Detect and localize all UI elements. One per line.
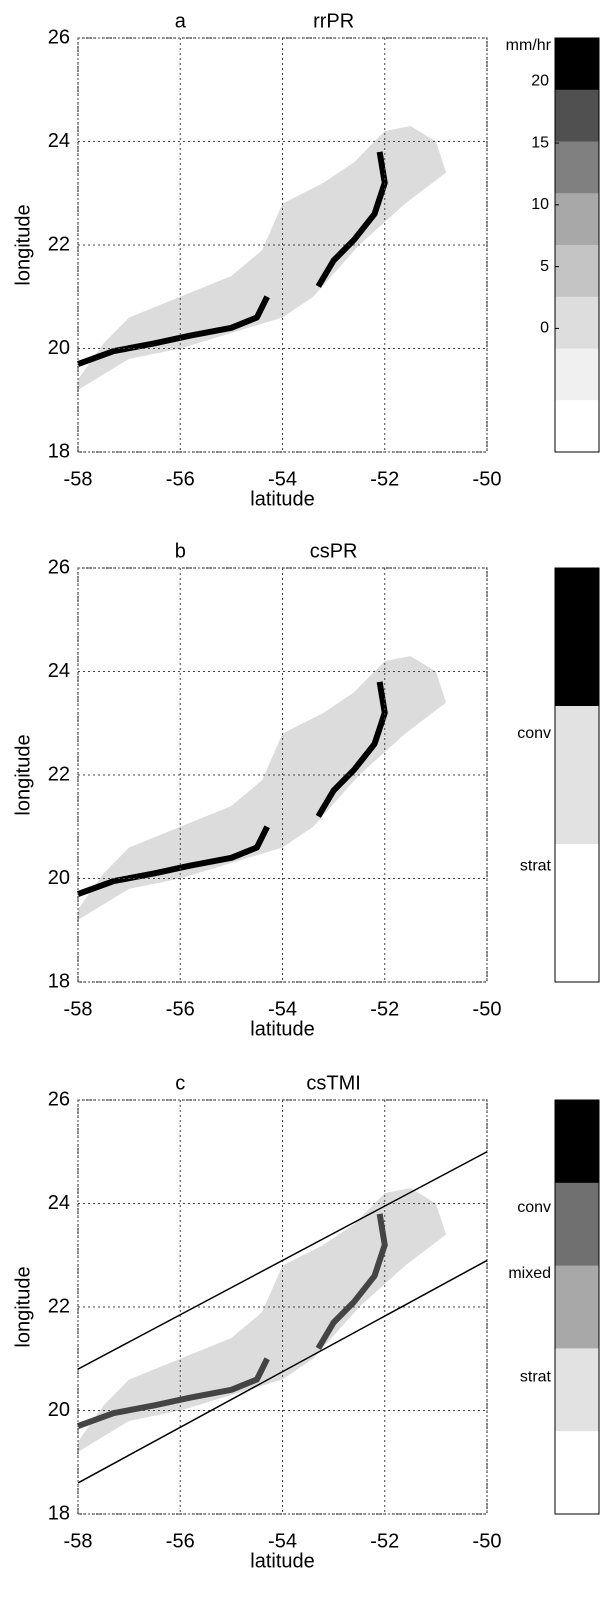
colorbar-label: mixed [508, 1265, 551, 1282]
colorbar-band [555, 1348, 599, 1432]
rain-core [76, 825, 270, 897]
x-tick-label: -50 [473, 468, 502, 490]
colorbar-band [555, 844, 599, 983]
rain-core [315, 1213, 388, 1350]
y-tick-label: 20 [48, 867, 70, 889]
panel-title: csTMI [306, 1072, 360, 1094]
y-axis-label: longitude [12, 1266, 34, 1347]
x-tick-label: -58 [64, 1530, 93, 1552]
colorbar-band [555, 193, 599, 246]
rain-core [315, 151, 388, 288]
colorbar-band [555, 1265, 599, 1349]
colorbar-band [555, 141, 599, 194]
colorbar-band [555, 1182, 599, 1267]
x-tick-label: -54 [268, 1530, 297, 1552]
colorbar-frame [554, 567, 600, 983]
y-tick-label: 18 [48, 970, 70, 992]
x-axis-label: latitude [250, 1018, 315, 1040]
panel-letter: b [175, 540, 186, 562]
x-axis-label: latitude [250, 488, 315, 510]
x-tick-label: -54 [268, 998, 297, 1020]
y-tick-label: 26 [48, 26, 70, 48]
colorbar-band [555, 1431, 599, 1515]
x-tick-label: -52 [370, 998, 399, 1020]
y-tick-label: 26 [48, 1088, 70, 1110]
rain-core [315, 681, 388, 818]
panel-letter: c [175, 1072, 185, 1094]
x-tick-label: -58 [64, 468, 93, 490]
y-tick-label: 24 [48, 130, 70, 152]
panel-title: rrPR [313, 10, 354, 32]
colorbar-label: 10 [531, 196, 549, 213]
x-tick-label: -56 [166, 468, 195, 490]
x-tick-label: -58 [64, 998, 93, 1020]
colorbar-label: strat [520, 1369, 552, 1386]
colorbar-label: strat [520, 857, 552, 874]
colorbar-unit: mm/hr [506, 37, 552, 54]
colorbar-label: 15 [531, 134, 549, 151]
x-axis-label: latitude [250, 1550, 315, 1572]
y-tick-label: 20 [48, 337, 70, 359]
colorbar-band [555, 38, 599, 91]
rain-area [78, 1187, 447, 1452]
colorbar-label: 5 [540, 258, 549, 275]
colorbar-band [555, 400, 599, 453]
x-tick-label: -54 [268, 468, 297, 490]
colorbar-band [555, 89, 599, 142]
x-tick-label: -52 [370, 1530, 399, 1552]
y-tick-label: 22 [48, 233, 70, 255]
y-tick-label: 26 [48, 556, 70, 578]
rain-core [76, 1357, 270, 1429]
y-tick-label: 22 [48, 763, 70, 785]
rain-area [78, 125, 447, 390]
colorbar-band [555, 568, 599, 707]
x-tick-label: -50 [473, 1530, 502, 1552]
x-tick-label: -56 [166, 998, 195, 1020]
y-tick-label: 24 [48, 1192, 70, 1214]
colorbar-band [555, 296, 599, 349]
x-tick-label: -50 [473, 998, 502, 1020]
y-axis-label: longitude [12, 204, 34, 285]
y-tick-label: 24 [48, 660, 70, 682]
swath-edge [77, 1151, 488, 1370]
colorbar-band [555, 706, 599, 845]
colorbar-label: 20 [531, 72, 549, 89]
y-tick-label: 22 [48, 1295, 70, 1317]
y-tick-label: 20 [48, 1399, 70, 1421]
colorbar-band [555, 1100, 599, 1184]
colorbar-label: 0 [540, 320, 549, 337]
colorbar-frame [554, 37, 600, 453]
colorbar-band [555, 245, 599, 298]
colorbar-label: conv [517, 1199, 551, 1216]
swath-edge [77, 1259, 488, 1484]
panel-letter: a [175, 10, 187, 32]
colorbar-band [555, 348, 599, 401]
colorbar-label: conv [517, 725, 551, 742]
y-tick-label: 18 [48, 1502, 70, 1524]
x-tick-label: -56 [166, 1530, 195, 1552]
rain-core [76, 295, 270, 367]
panel-title: csPR [310, 540, 358, 562]
y-tick-label: 18 [48, 440, 70, 462]
colorbar-frame [554, 1099, 600, 1515]
y-axis-label: longitude [12, 734, 34, 815]
rain-area [78, 655, 447, 920]
x-tick-label: -52 [370, 468, 399, 490]
